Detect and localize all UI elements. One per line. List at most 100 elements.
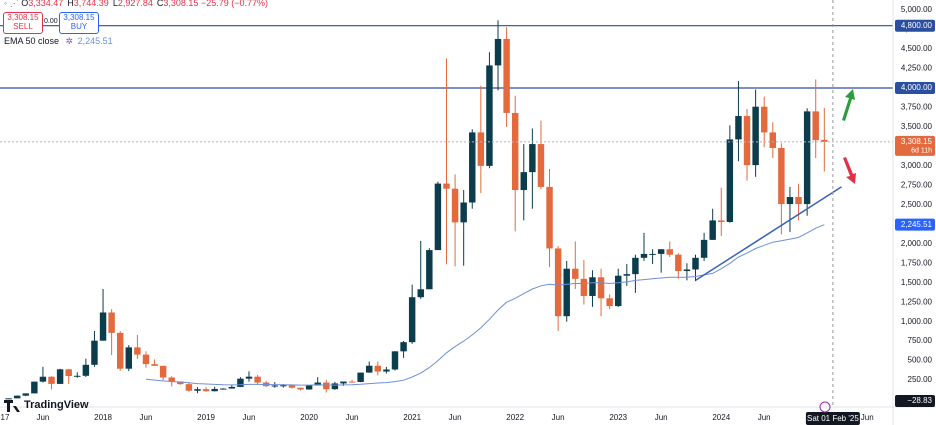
- candle-body: [735, 116, 742, 140]
- candle-body: [434, 183, 442, 251]
- indicator-legend: EMA 50 close ✲ 2,245.51: [4, 36, 113, 47]
- down-arrow: [843, 157, 856, 184]
- plot-area: [0, 0, 893, 405]
- candle-body: [245, 376, 253, 379]
- candle-body: [795, 197, 802, 205]
- buy-price: 3,308.15: [63, 13, 95, 22]
- candle-body: [546, 186, 553, 249]
- candle-body: [675, 254, 682, 272]
- y-tick-label: 500.00: [908, 356, 933, 365]
- candle-body: [151, 364, 158, 366]
- candle-body: [426, 250, 433, 290]
- buy-button[interactable]: 3,308.15 BUY: [59, 12, 99, 34]
- y-tick-label: 1,750.00: [901, 258, 933, 267]
- candle-body: [563, 268, 570, 317]
- ohlc-value: 3,744.39: [73, 0, 109, 8]
- x-tick-label: 2020: [300, 413, 318, 422]
- crosshair-x-bg: [805, 412, 860, 425]
- candle-body: [56, 369, 64, 384]
- candle-body: [220, 388, 227, 390]
- candle-body: [74, 375, 81, 377]
- candle-body: [366, 365, 373, 373]
- candle-body: [22, 393, 29, 396]
- candle-body: [142, 354, 150, 365]
- candle-body: [692, 257, 699, 270]
- spread: 0.00: [44, 18, 58, 25]
- candle-body: [65, 369, 72, 377]
- y-tick-label: 4,500.00: [901, 44, 933, 53]
- up-arrow: [842, 89, 855, 121]
- candle-body: [108, 312, 115, 333]
- ohlc-key: C: [156, 0, 164, 8]
- candle-body: [134, 347, 141, 355]
- sell-label: SELL: [13, 22, 33, 31]
- x-tick-label: Jun: [861, 413, 874, 422]
- candle-body: [529, 144, 536, 173]
- candle-body: [99, 312, 107, 341]
- ema-scale-label: 2,245.51: [901, 220, 933, 229]
- candle-body: [477, 132, 485, 166]
- x-tick-label: Jun: [346, 413, 359, 422]
- candle-body: [82, 364, 90, 376]
- candle-body: [331, 383, 339, 390]
- candle-body: [778, 147, 785, 205]
- x-tick-label: 17: [1, 413, 10, 422]
- sell-button[interactable]: 3,308.15 SELL: [3, 12, 43, 34]
- y-tick-label: 5,000.00: [901, 5, 933, 14]
- indicator-name: EMA 50 close: [4, 36, 60, 46]
- candle-body: [632, 257, 639, 275]
- y-tick-label: 1,250.00: [901, 297, 933, 306]
- candle-body: [460, 202, 467, 223]
- crosshair-x-label: Sat 01 Feb '25: [807, 414, 859, 423]
- level-label-bg: [895, 82, 935, 95]
- x-tick-label: 2022: [506, 413, 524, 422]
- crosshair-y-label: −28.83: [907, 396, 932, 405]
- candle-body: [314, 382, 321, 386]
- candle-body: [323, 382, 330, 390]
- candle-body: [194, 389, 201, 391]
- y-tick-label: 3,000.00: [901, 161, 933, 170]
- x-tick-label: Jun: [140, 413, 153, 422]
- countdown: 6d 11h: [911, 148, 932, 155]
- candle-body: [597, 277, 605, 299]
- candle-body: [615, 275, 622, 307]
- candle-body: [821, 139, 828, 142]
- candle-body: [726, 139, 734, 222]
- x-tick-label: Jun: [758, 413, 771, 422]
- candle-body: [340, 381, 347, 384]
- candle-body: [494, 38, 502, 66]
- last-price-label: 3,308.15: [901, 137, 933, 146]
- candle-body: [469, 132, 476, 203]
- candle-body: [211, 388, 218, 392]
- brand: TradingView: [4, 399, 89, 412]
- candle-body: [554, 248, 562, 317]
- candle-body: [357, 372, 364, 382]
- y-tick-label: 2,000.00: [901, 239, 933, 248]
- candle-body: [666, 249, 673, 255]
- candle-body: [400, 342, 407, 352]
- x-tick-label: Jun: [449, 413, 462, 422]
- candle-body: [572, 268, 579, 279]
- candle-body: [683, 269, 691, 272]
- buy-label: BUY: [70, 22, 88, 31]
- ohlc-values: O3,334.47 H3,744.39 L2,927.84 C3,308.15: [21, 0, 198, 8]
- y-tick-label: 1,500.00: [901, 278, 933, 287]
- candle-body: [580, 278, 588, 296]
- indicator-value: 2,245.51: [77, 36, 113, 46]
- candle-body: [39, 376, 47, 382]
- candle-body: [391, 351, 399, 370]
- candle-body: [159, 365, 167, 378]
- x-tick-label: Jun: [655, 413, 668, 422]
- candle-body: [718, 220, 725, 222]
- crosshair-icon: [819, 401, 831, 413]
- x-tick-label: 2024: [712, 413, 730, 422]
- ohlc-key: H: [67, 0, 74, 8]
- y-tick-label: 2,500.00: [901, 200, 933, 209]
- sell-price: 3,308.15: [7, 13, 39, 22]
- ohlc-key: O: [21, 0, 29, 8]
- candle-body: [202, 389, 210, 392]
- candle-body: [503, 38, 510, 113]
- y-tick-label: 4,250.00: [901, 64, 933, 73]
- ohlc-header: ◦ ⋰ O3,334.47 H3,744.39 L2,927.84 C3,308.15…: [4, 0, 268, 9]
